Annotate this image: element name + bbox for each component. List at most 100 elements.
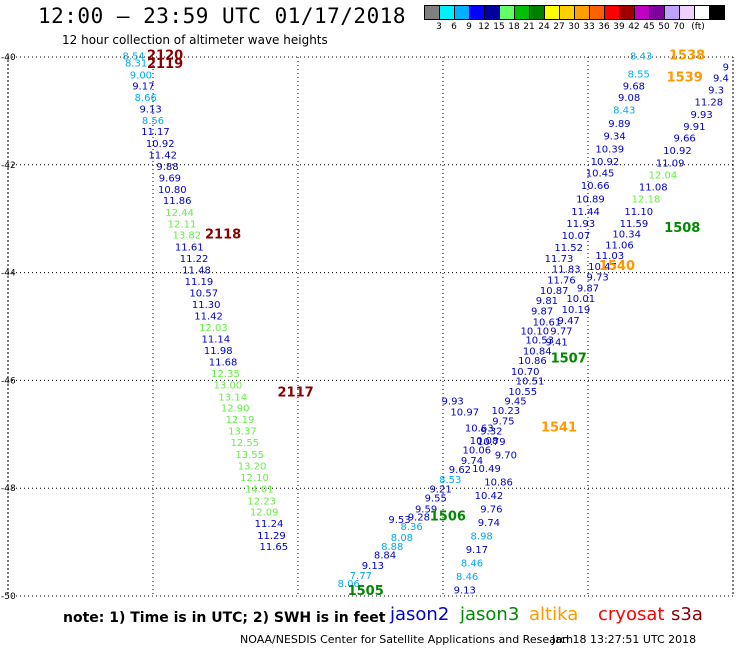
wave-height-label: 9.87 xyxy=(577,283,599,294)
wave-height-label: 9.93 xyxy=(442,397,464,408)
wave-height-label: 13.00 xyxy=(214,380,243,391)
wave-height-label: 9.47 xyxy=(558,316,580,327)
wave-height-label: 12.44 xyxy=(165,208,194,219)
wave-height-label: 11.76 xyxy=(547,275,576,286)
wave-height-label: 9.91 xyxy=(683,122,705,133)
data-points: 8.548.319.009.178.669.138.5611.1710.9211… xyxy=(123,52,729,597)
color-scale-label: 50 xyxy=(658,22,670,32)
color-scale-label: 42 xyxy=(628,22,640,32)
wave-height-label: 8.43 xyxy=(613,106,635,117)
wave-height-label: 11.44 xyxy=(571,207,600,218)
wave-height-label: 11.48 xyxy=(182,266,211,277)
wave-height-label: 9.45 xyxy=(504,397,526,408)
color-scale-labels: 3 6 9 12 15 18 21 24 27 30 33 36 39 42 45 50 70 (ft) xyxy=(424,22,740,34)
wave-height-label: 9.76 xyxy=(480,504,502,515)
wave-height-label: 11.73 xyxy=(545,254,574,265)
wave-height-label: 12.09 xyxy=(250,508,279,519)
wave-height-label: 11.28 xyxy=(695,98,724,109)
wave-height-label: 10.86 xyxy=(518,356,547,367)
wave-height-label: 10.01 xyxy=(566,294,595,305)
wave-height-label: 10.84 xyxy=(523,347,552,358)
y-tick-label: -50 xyxy=(1,592,16,600)
pass-number-label: 2120 xyxy=(147,49,183,64)
wave-height-label: 8.98 xyxy=(471,531,493,542)
y-tick-label: -42 xyxy=(1,161,16,171)
wave-height-label: 10.23 xyxy=(492,406,521,417)
wave-height-label: 9.89 xyxy=(608,119,630,130)
wave-height-label: 10.53 xyxy=(525,336,554,347)
wave-height-label: 9.74 xyxy=(461,456,483,467)
color-scale-bar xyxy=(424,5,725,21)
color-scale-label: 24 xyxy=(538,22,550,32)
color-scale-label: 15 xyxy=(493,22,505,32)
wave-height-label: 11.61 xyxy=(175,243,204,254)
wave-height-label: 11.29 xyxy=(257,531,286,542)
wave-height-label: 9 xyxy=(723,62,729,73)
wave-height-label: 9.66 xyxy=(674,134,696,145)
wave-height-label: 11.68 xyxy=(209,357,238,368)
wave-height-label: 11.59 xyxy=(620,219,649,230)
wave-height-label: 12.55 xyxy=(231,438,260,449)
grid xyxy=(7,56,734,597)
wave-height-label: 10.10 xyxy=(521,327,550,338)
wave-height-label: 8.36 xyxy=(400,522,422,533)
pass-number-label: 1538 xyxy=(669,49,705,64)
wave-height-label: 10.42 xyxy=(475,491,504,502)
legend-item-altika: altika xyxy=(529,604,579,625)
pass-number-label: 1507 xyxy=(551,352,587,367)
wave-height-label: 11.10 xyxy=(624,207,653,218)
pass-number-label: 2117 xyxy=(277,386,313,401)
wave-height-label: 11.42 xyxy=(148,150,177,161)
wave-height-label: 13.82 xyxy=(173,231,202,242)
y-tick-label: -40 xyxy=(1,53,16,63)
wave-height-label: 7.77 xyxy=(350,571,372,582)
color-scale-label: 27 xyxy=(553,22,565,32)
wave-height-label: 10.66 xyxy=(581,181,610,192)
wave-height-label: 10.55 xyxy=(508,387,537,398)
color-scale-label: 39 xyxy=(613,22,625,32)
wave-height-label: 12.19 xyxy=(226,415,255,426)
color-scale-label: 3 xyxy=(436,22,442,32)
wave-height-label: 10.45 xyxy=(586,169,615,180)
legend-item-s3a: s3a xyxy=(671,604,703,625)
wave-height-label: 9.70 xyxy=(495,451,517,462)
wave-height-label: 9.87 xyxy=(531,307,553,318)
wave-height-label: 9.77 xyxy=(550,327,572,338)
wave-height-label: 9.13 xyxy=(454,585,476,596)
color-scale-label: 9 xyxy=(466,22,472,32)
wave-height-label: 8.55 xyxy=(628,69,650,80)
wave-height-label: 10.19 xyxy=(562,305,591,316)
color-scale-label: 30 xyxy=(568,22,580,32)
wave-height-label: 9.41 xyxy=(545,337,567,348)
wave-height-label: 9.75 xyxy=(492,417,514,428)
wave-height-label: 9.53 xyxy=(388,515,410,526)
wave-height-label: 10.63 xyxy=(465,424,494,435)
wave-height-label: 12.03 xyxy=(199,323,228,334)
wave-height-label: 10.49 xyxy=(472,464,501,475)
color-swatch xyxy=(709,5,725,20)
wave-height-label: 11.86 xyxy=(163,196,192,207)
wave-height-label: 9.34 xyxy=(603,131,625,142)
color-scale-label: 12 xyxy=(478,22,490,32)
pass-number-label: 1505 xyxy=(348,584,384,599)
wave-height-label: 10.92 xyxy=(663,146,692,157)
wave-height-label: 12.18 xyxy=(632,195,661,206)
wave-height-label: 11.22 xyxy=(180,254,209,265)
wave-height-label: 10.92 xyxy=(591,157,620,168)
legend-item-jason3: jason3 xyxy=(460,604,520,625)
wave-height-label: 9.93 xyxy=(690,110,712,121)
wave-height-label: 9.13 xyxy=(139,105,161,116)
legend-item-cryosat: cryosat xyxy=(598,604,665,625)
wave-height-label: 11.65 xyxy=(260,542,289,553)
color-scale-label: 6 xyxy=(451,22,457,32)
footer-note: note: 1) Time is in UTC; 2) SWH is in fe… xyxy=(63,610,386,626)
wave-height-label: 9.17 xyxy=(466,545,488,556)
wave-height-label: 11.98 xyxy=(204,346,233,357)
wave-height-label: 10.07 xyxy=(562,231,591,242)
wave-height-label: 12.04 xyxy=(649,170,678,181)
credit-text: NOAA/NESDIS Center for Satellite Applica… xyxy=(240,633,574,646)
wave-height-label: 13.55 xyxy=(235,450,264,461)
wave-height-label: 11.30 xyxy=(192,300,221,311)
